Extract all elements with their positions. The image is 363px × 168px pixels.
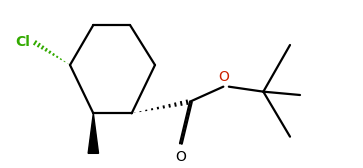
Polygon shape [88, 113, 98, 153]
Text: O: O [175, 150, 186, 164]
Text: O: O [218, 70, 229, 84]
Text: Cl: Cl [16, 35, 30, 49]
